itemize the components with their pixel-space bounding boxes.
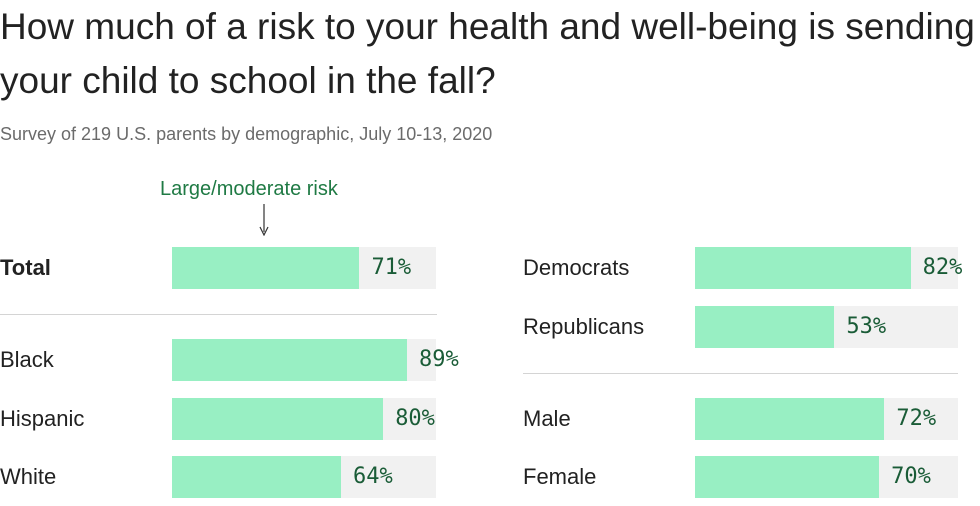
chart-title: How much of a risk to your health and we… [0, 6, 975, 101]
value-label-male: 72% [896, 406, 937, 431]
bar-track-hispanic: 80% [172, 398, 436, 440]
bar-democrats [695, 247, 911, 289]
bar-white [172, 456, 341, 498]
category-label-black: Black [0, 347, 54, 372]
bar-total [172, 247, 360, 289]
annotation-arrow-icon [259, 204, 269, 236]
bar-track-female: 70% [695, 456, 958, 498]
bar-track-republicans: 53% [695, 306, 958, 348]
bar-track-white: 64% [172, 456, 436, 498]
value-label-total: 71% [371, 255, 412, 280]
value-label-black: 89% [418, 347, 459, 372]
annotation-label: Large/moderate risk [160, 178, 338, 200]
value-label-democrats: 82% [922, 255, 963, 280]
bar-female [695, 456, 880, 498]
bar-male [695, 398, 885, 440]
category-label-total: Total [0, 255, 51, 280]
category-label-republicans: Republicans [523, 314, 645, 339]
divider-right [523, 373, 958, 374]
category-label-male: Male [523, 406, 571, 431]
bar-track-male: 72% [695, 398, 958, 440]
category-label-white: White [0, 464, 57, 489]
value-label-white: 64% [352, 464, 393, 489]
category-label-democrats: Democrats [523, 255, 630, 280]
bar-track-total: 71% [172, 247, 436, 289]
category-label-hispanic: Hispanic [0, 406, 85, 431]
value-label-republicans: 53% [846, 314, 887, 339]
value-label-hispanic: 80% [395, 406, 435, 431]
bar-black [172, 339, 407, 381]
category-label-female: Female [523, 464, 597, 489]
value-label-female: 70% [891, 464, 931, 489]
bar-republicans [695, 306, 835, 348]
bar-track-democrats: 82% [695, 247, 962, 289]
chart-subtitle: Survey of 219 U.S. parents by demographi… [0, 124, 493, 144]
bar-track-black: 89% [172, 339, 459, 381]
divider-left [0, 314, 437, 315]
bar-hispanic [172, 398, 384, 440]
